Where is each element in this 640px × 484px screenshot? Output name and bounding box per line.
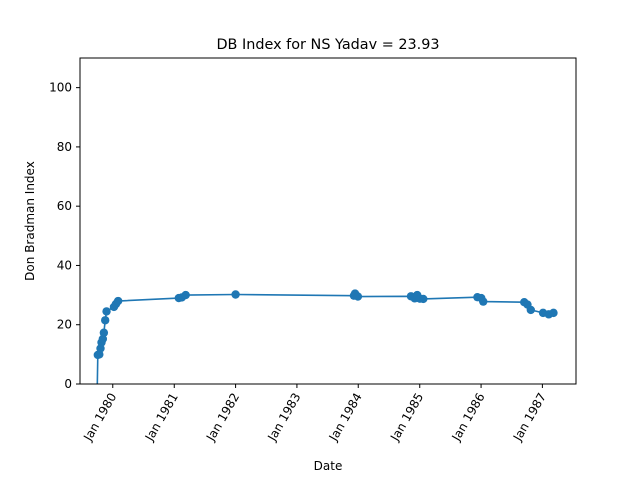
data-point <box>98 334 108 344</box>
y-tick-label: 80 <box>57 140 72 154</box>
data-point <box>479 297 488 306</box>
data-point <box>99 328 109 337</box>
data-point <box>549 308 558 318</box>
data-point <box>101 316 110 325</box>
data-point <box>526 305 535 315</box>
y-tick-label: 20 <box>57 318 72 332</box>
data-point <box>113 296 123 306</box>
y-axis-label: Don Bradman Index <box>23 161 37 281</box>
y-tick-label: 0 <box>64 377 72 391</box>
y-tick-label: 60 <box>57 199 72 213</box>
data-point <box>419 294 428 304</box>
data-point <box>353 292 363 301</box>
plot-frame <box>79 57 577 385</box>
data-point <box>181 290 190 300</box>
y-tick-label: 100 <box>49 81 72 95</box>
data-point <box>231 290 240 299</box>
x-axis-label: Date <box>314 459 343 473</box>
y-axis: 0 20 40 60 80 100 <box>49 81 80 391</box>
y-tick-label: 40 <box>57 258 72 272</box>
data-point <box>102 307 111 316</box>
chart-title: DB Index for NS Yadav = 23.93 <box>216 37 439 53</box>
plot-area <box>93 289 558 385</box>
